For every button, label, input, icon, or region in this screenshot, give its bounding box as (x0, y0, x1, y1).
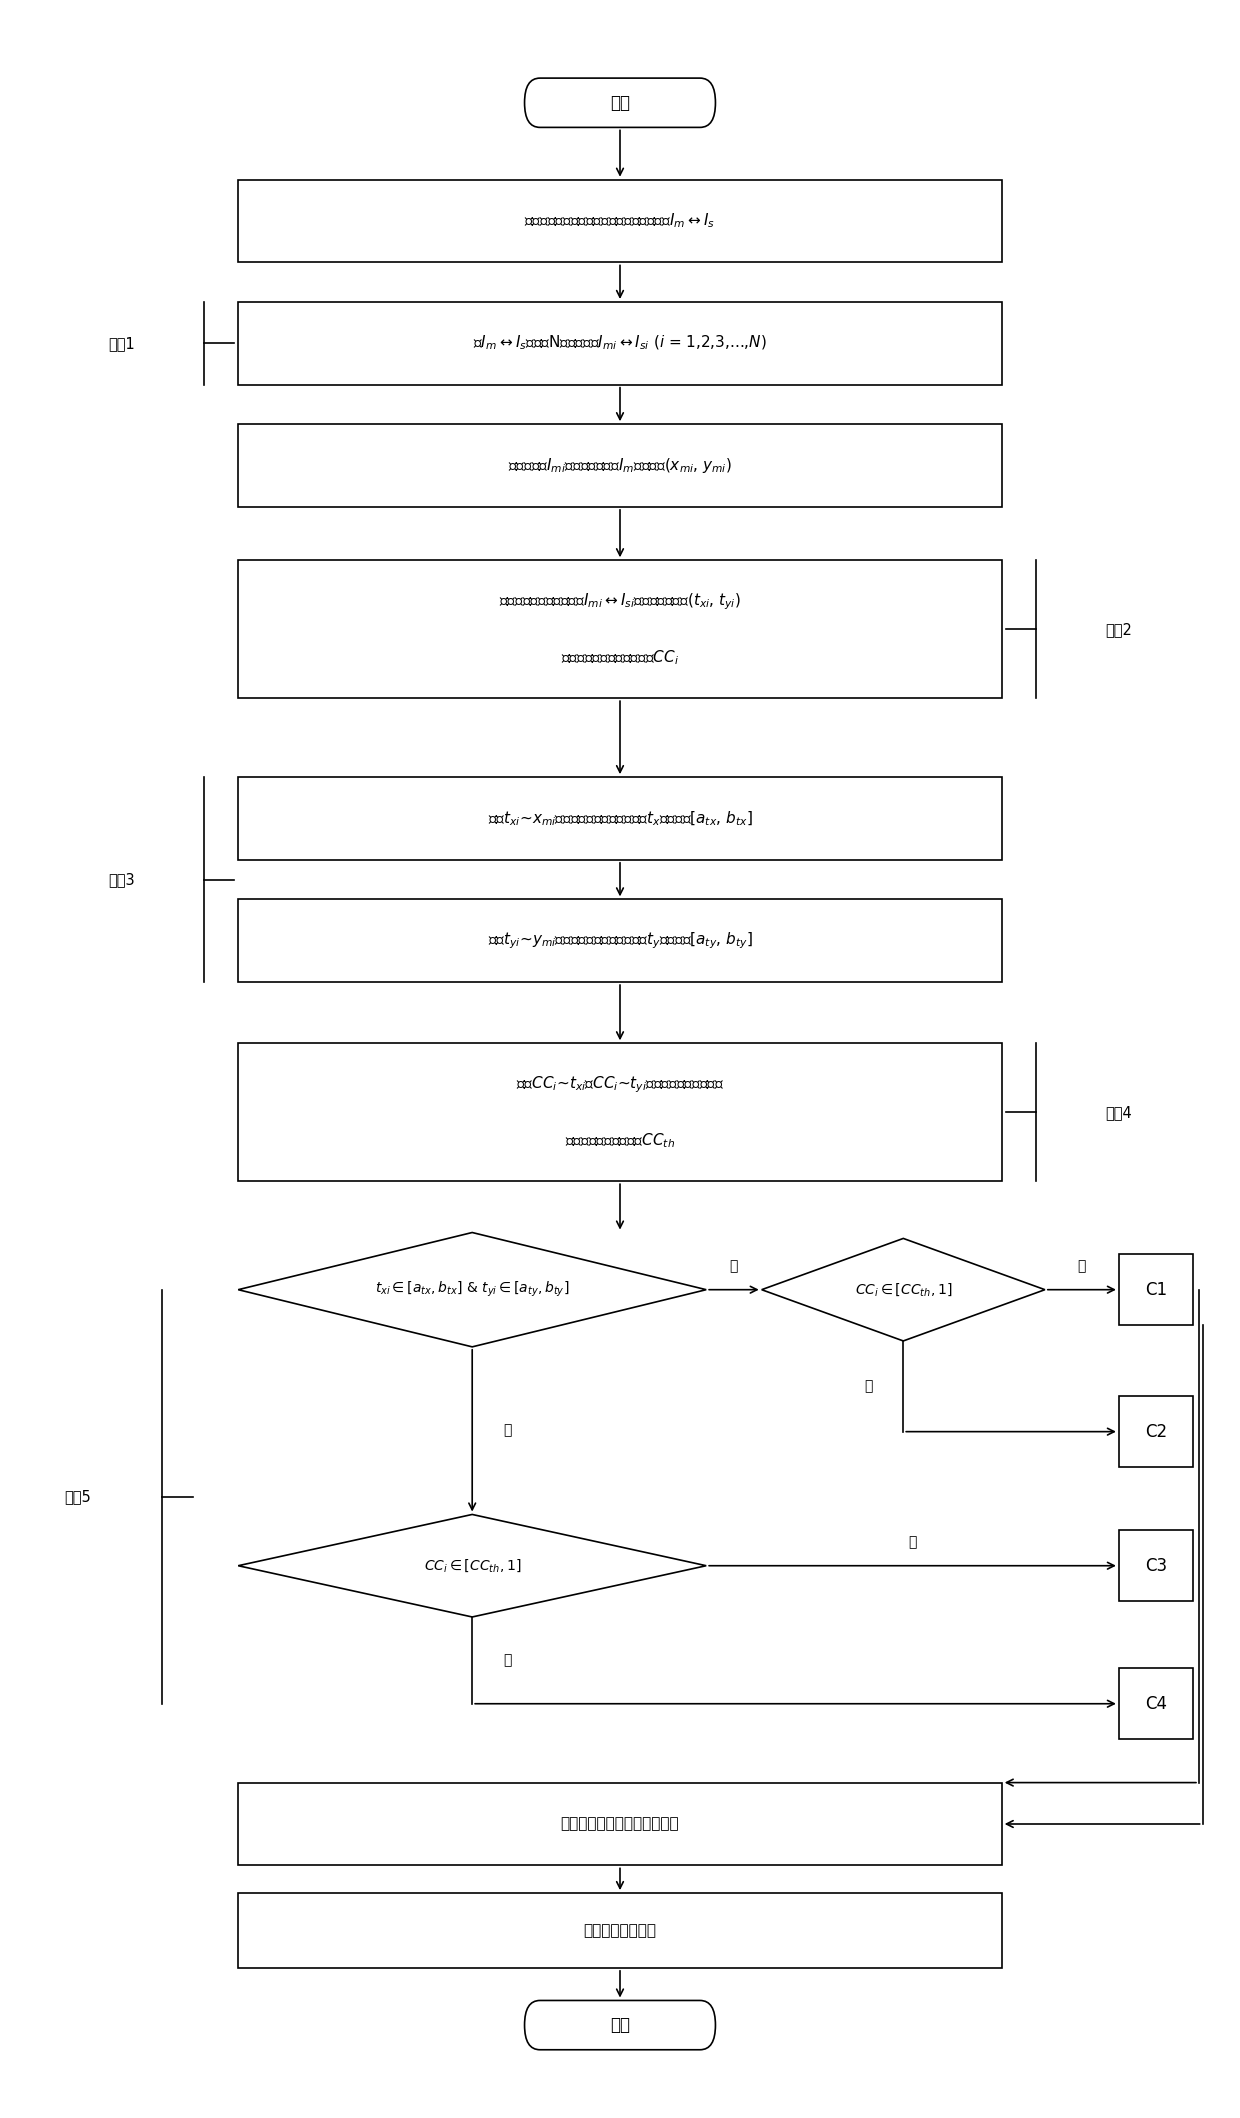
Text: 步骤2: 步骤2 (1105, 623, 1132, 638)
Text: 输出：最终分类图: 输出：最终分类图 (584, 1923, 656, 1938)
Bar (238, 1893, 1002, 1968)
Text: 构建$t_{yi}$~$y_{mi}$散点图。基于散点分布估计$t_y$主值区间[$a_{ty}$, $b_{ty}$]: 构建$t_{yi}$~$y_{mi}$散点图。基于散点分布估计$t_y$主值区间… (487, 930, 753, 951)
Text: C3: C3 (1145, 1557, 1167, 1574)
Polygon shape (238, 1233, 707, 1347)
Bar (1118, 1669, 1193, 1739)
Text: 步骤5: 步骤5 (64, 1489, 92, 1504)
Text: 是: 是 (1078, 1258, 1086, 1273)
Polygon shape (238, 1514, 707, 1616)
Bar (238, 180, 1002, 263)
Text: 否: 否 (503, 1654, 511, 1667)
Bar (238, 777, 1002, 860)
Text: $t_{xi}\in[a_{tx}, b_{tx}]$ & $t_{yi}\in[a_{ty}, b_{ty}]$: $t_{xi}\in[a_{tx}, b_{tx}]$ & $t_{yi}\in… (374, 1279, 569, 1298)
Text: 否: 否 (503, 1423, 511, 1438)
Bar (238, 559, 1002, 699)
Bar (1118, 1254, 1193, 1326)
Text: 否: 否 (864, 1379, 873, 1394)
FancyBboxPatch shape (525, 2002, 715, 2050)
Bar (238, 900, 1002, 983)
Polygon shape (761, 1239, 1045, 1341)
Bar (238, 303, 1002, 385)
Text: 利用快速相干系数法获取$I_{mi}\leftrightarrow I_{si}$间的几何偏移量($t_{xi}$, $t_{yi}$)

以及此偏移量下的相干: 利用快速相干系数法获取$I_{mi}\leftrightarrow I_{si}… (500, 591, 740, 667)
Text: 记录子图像$I_{mi}$中心位置在图像$I_{m}$中的坐标($x_{mi}$, $y_{mi}$): 记录子图像$I_{mi}$中心位置在图像$I_{m}$中的坐标($x_{mi}$… (508, 455, 732, 474)
Text: 用四种不同标记标识四种类别: 用四种不同标记标识四种类别 (560, 1817, 680, 1832)
Text: 是: 是 (730, 1258, 738, 1273)
Bar (238, 1783, 1002, 1866)
Bar (1118, 1529, 1193, 1601)
Text: $CC_i\in[CC_{th}, 1]$: $CC_i\in[CC_{th}, 1]$ (854, 1281, 952, 1298)
Text: $CC_i\in[CC_{th}, 1]$: $CC_i\in[CC_{th}, 1]$ (424, 1557, 521, 1574)
Text: 步骤3: 步骤3 (108, 873, 134, 887)
Text: 将$I_{m}\leftrightarrow I_{s}$划分为N对子图像对$I_{mi}\leftrightarrow I_{si}$ ($i$ = 1,2,: 将$I_{m}\leftrightarrow I_{s}$划分为N对子图像对$I… (474, 335, 766, 352)
Text: 是: 是 (909, 1536, 916, 1548)
Text: C4: C4 (1145, 1694, 1167, 1713)
Bar (1118, 1396, 1193, 1468)
FancyBboxPatch shape (525, 78, 715, 127)
Bar (238, 424, 1002, 506)
Text: 开始: 开始 (610, 93, 630, 112)
Text: 输入：读入待分类干涉合成孔径雷达图像对$I_{m}\leftrightarrow I_{s}$: 输入：读入待分类干涉合成孔径雷达图像对$I_{m}\leftrightarrow… (525, 212, 715, 231)
Text: 构建$CC_i$~$t_{xi}$和$CC_i$~$t_{yi}$散点图。基于散点分布

确定相干系数判决门限$CC_{th}$: 构建$CC_i$~$t_{xi}$和$CC_i$~$t_{yi}$散点图。基于散… (516, 1074, 724, 1150)
Text: C2: C2 (1145, 1423, 1167, 1440)
Bar (238, 1044, 1002, 1182)
Text: 结束: 结束 (610, 2016, 630, 2033)
Text: C1: C1 (1145, 1281, 1167, 1298)
Text: 步骤1: 步骤1 (108, 337, 135, 352)
Text: 构建$t_{xi}$~$x_{mi}$散点图。基于散点分布估计$t_x$主值区间[$a_{tx}$, $b_{tx}$]: 构建$t_{xi}$~$x_{mi}$散点图。基于散点分布估计$t_x$主值区间… (487, 809, 753, 828)
Text: 步骤4: 步骤4 (1105, 1106, 1132, 1120)
